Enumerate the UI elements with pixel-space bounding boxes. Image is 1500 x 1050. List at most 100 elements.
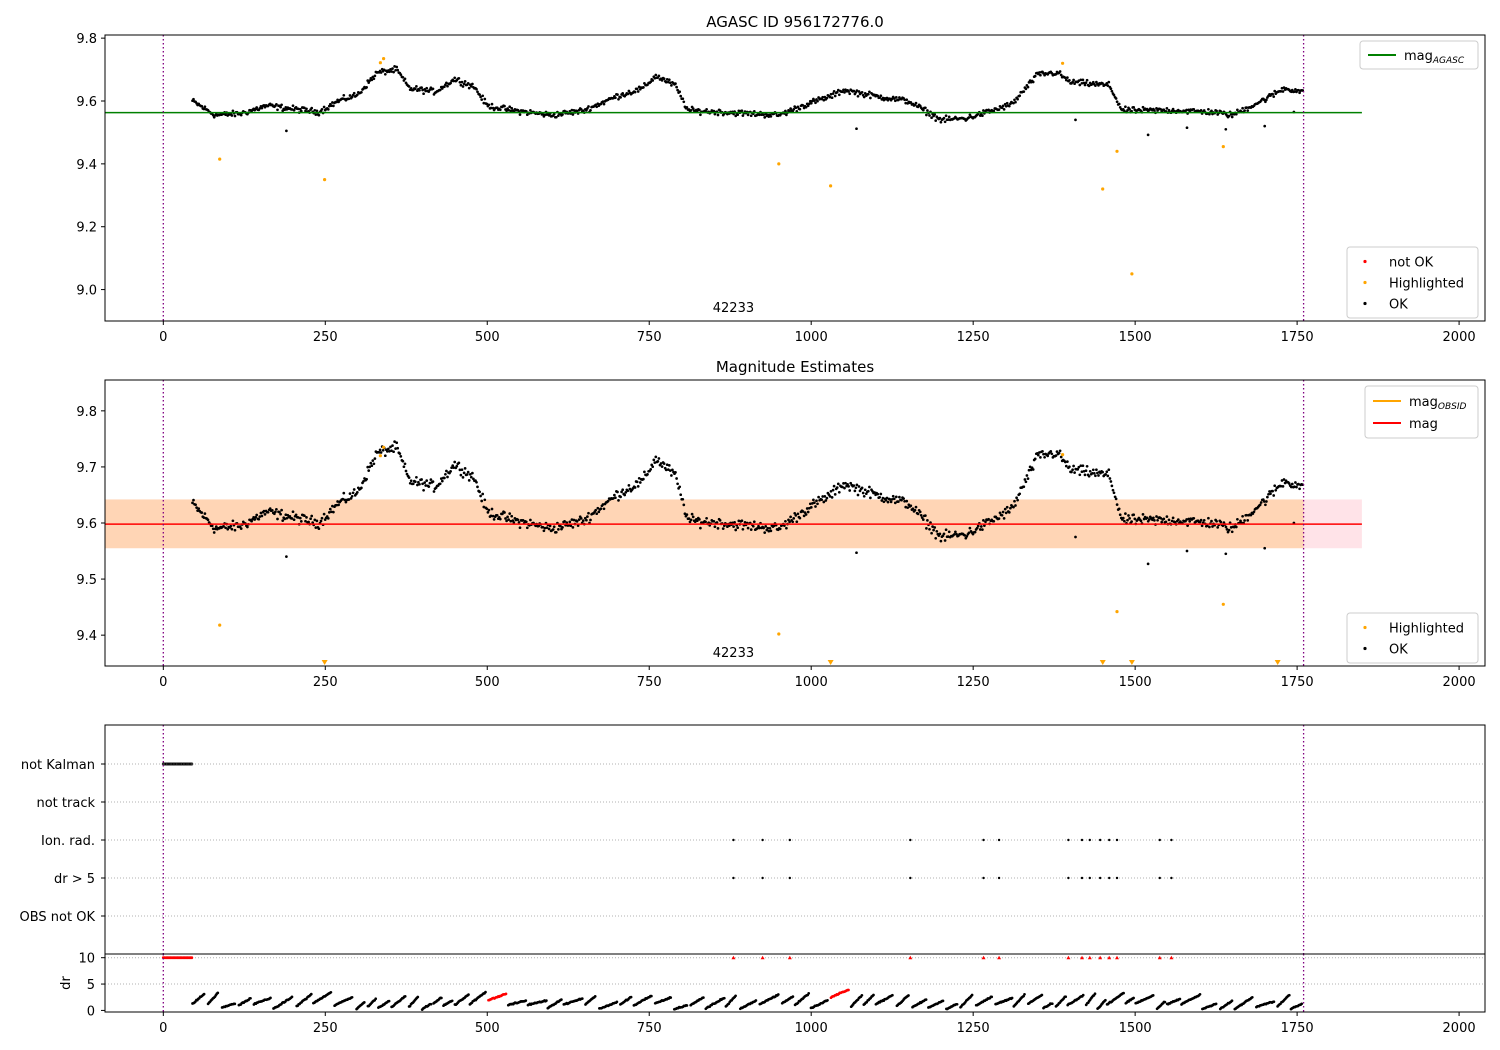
ok-point — [928, 527, 931, 531]
ok-point — [229, 524, 233, 528]
ok-point — [740, 109, 744, 113]
ok-point — [1117, 102, 1121, 106]
ok-point — [224, 113, 227, 117]
flag-point — [1170, 838, 1173, 842]
ok-point — [913, 508, 917, 512]
ok-point — [194, 503, 197, 507]
ok-point — [466, 470, 470, 474]
ok-point — [914, 101, 918, 105]
ok-point — [508, 512, 512, 515]
highlighted-point — [829, 184, 833, 188]
offscale-marker — [1274, 660, 1281, 665]
ok-point — [424, 484, 428, 487]
ok-point — [769, 115, 773, 118]
ok-point — [1271, 489, 1274, 493]
ok-point — [509, 519, 513, 523]
ok-point — [274, 510, 277, 514]
ok-point — [752, 520, 756, 524]
ok-point — [1094, 474, 1097, 478]
ok-point — [636, 485, 640, 488]
ok-point — [784, 519, 787, 523]
ok-points — [191, 65, 1305, 137]
ok-point — [653, 76, 657, 80]
ok-point — [944, 114, 948, 118]
ok-point — [947, 115, 951, 119]
y-tick-label: 9.7 — [76, 461, 97, 476]
ok-point — [258, 515, 262, 518]
ok-point — [794, 106, 798, 110]
ok-point — [1004, 511, 1008, 515]
ok-point — [1268, 490, 1271, 493]
ok-point — [330, 104, 333, 108]
ok-point — [1002, 517, 1006, 520]
flag-point — [170, 762, 174, 766]
ok-point — [809, 101, 813, 105]
ok-point — [963, 534, 967, 537]
x-tick-label: 750 — [637, 675, 662, 690]
ok-point — [1281, 485, 1285, 488]
ok-point — [1185, 518, 1188, 521]
offscale-marker — [321, 660, 328, 665]
ok-point — [395, 441, 399, 445]
ok-point — [914, 505, 918, 509]
ok-point — [885, 496, 889, 500]
ok-point — [1085, 464, 1089, 468]
ok-point — [266, 510, 270, 514]
ok-point — [1241, 514, 1244, 518]
ok-point — [857, 485, 861, 488]
ok-point — [368, 79, 372, 82]
ok-point — [460, 468, 464, 472]
ok-point — [561, 526, 564, 529]
ok-point — [1087, 474, 1091, 478]
ok-point — [1210, 109, 1213, 113]
ok-point — [815, 499, 818, 503]
x-tick-label: 0 — [159, 675, 167, 690]
ok-point — [1081, 78, 1085, 82]
flag-point — [909, 876, 912, 880]
ok-point — [1121, 516, 1125, 520]
ok-point — [1282, 478, 1286, 481]
ok-point — [685, 105, 689, 109]
ok-point — [455, 464, 459, 468]
ok-point — [667, 464, 671, 467]
ok-point — [1290, 482, 1294, 486]
ok-point — [620, 490, 623, 494]
ok-point — [1200, 524, 1204, 528]
ok-point — [894, 96, 898, 99]
ok-point — [469, 85, 473, 88]
ok-point — [1080, 81, 1084, 85]
dr-point — [1064, 995, 1068, 999]
ok-point — [930, 531, 933, 535]
ok-point — [371, 459, 375, 462]
ok-point — [836, 88, 840, 92]
panel-agasc-magnitude: 42233 0 250 500 750 1000 1250 1500 1750 2000 9.0 9.… — [76, 13, 1486, 345]
ok-point — [322, 105, 326, 109]
ok-point — [352, 488, 356, 491]
ok-point — [1246, 519, 1250, 522]
ok-point — [1114, 497, 1118, 501]
ok-point — [763, 531, 767, 534]
ok-point — [389, 445, 392, 449]
ok-point — [691, 107, 695, 110]
dr-point — [1023, 992, 1026, 996]
ok-point — [946, 118, 950, 121]
ok-point — [270, 508, 274, 512]
ok-point — [565, 521, 569, 524]
ok-point — [933, 526, 937, 529]
dr-flag-marker — [908, 955, 913, 960]
flag-point — [177, 762, 181, 766]
ok-point — [407, 476, 411, 479]
ok-point — [831, 488, 835, 492]
ok-point — [443, 85, 446, 89]
ok-point — [893, 501, 897, 505]
ok-point — [462, 471, 466, 475]
ok-point — [1171, 516, 1175, 520]
dr-flag-marker — [1169, 955, 1174, 960]
ok-point — [674, 471, 677, 474]
ok-point — [537, 524, 541, 528]
ok-point — [1234, 525, 1238, 529]
ok-point — [602, 507, 606, 511]
ok-point — [817, 495, 820, 499]
ok-points — [191, 440, 1305, 566]
dr-point — [650, 994, 653, 998]
